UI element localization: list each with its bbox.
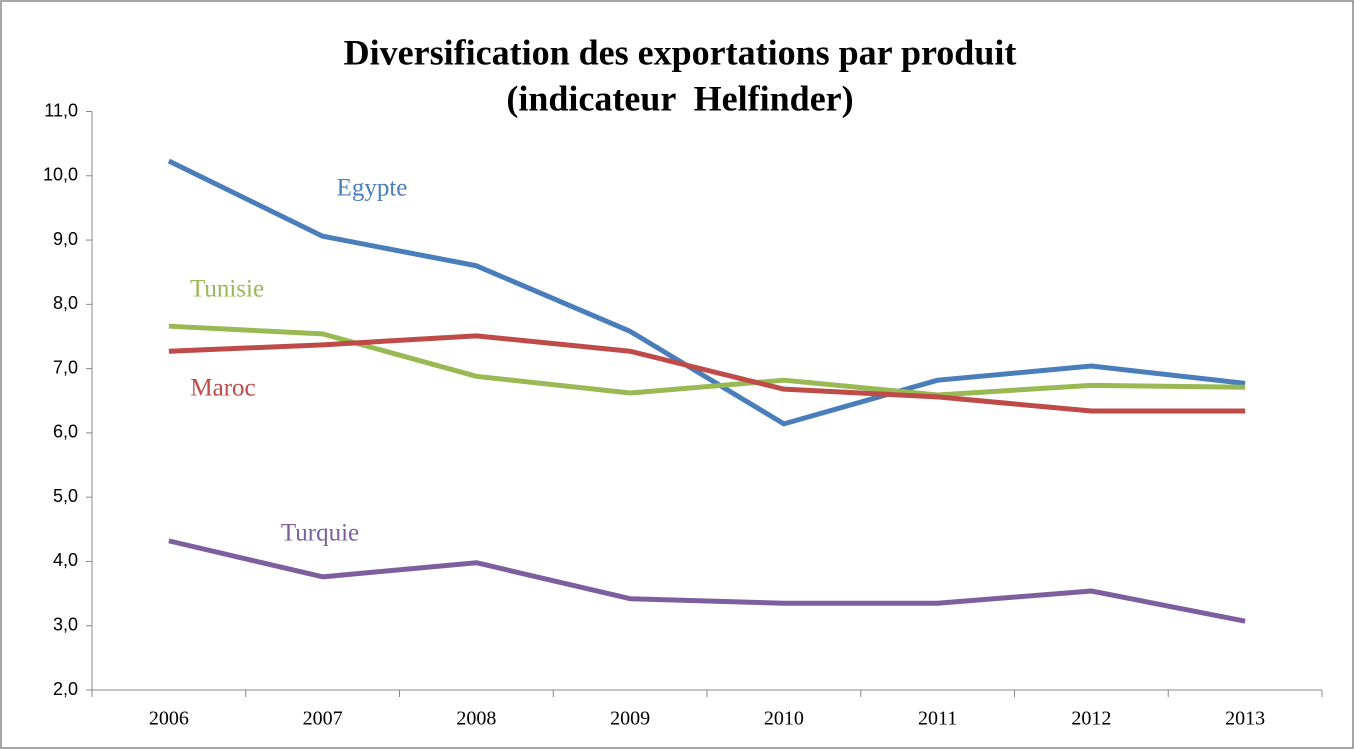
x-tick-label: 2006 bbox=[149, 708, 189, 730]
y-tick-label: 6,0 bbox=[53, 422, 78, 442]
x-tick-label: 2007 bbox=[303, 708, 343, 730]
y-tick-label: 9,0 bbox=[53, 229, 78, 249]
series-line bbox=[168, 333, 1246, 414]
y-tick-label: 10,0 bbox=[43, 165, 78, 185]
series-label: Egypte bbox=[337, 175, 408, 202]
y-tick-label: 3,0 bbox=[53, 614, 78, 634]
y-tick-label: 2,0 bbox=[53, 679, 78, 699]
y-tick-label: 4,0 bbox=[53, 550, 78, 570]
x-tick-label: 2012 bbox=[1071, 708, 1111, 730]
chart-title: (indicateur Helfinder) bbox=[506, 78, 853, 118]
x-tick-label: 2011 bbox=[918, 708, 957, 730]
y-tick-label: 7,0 bbox=[53, 357, 78, 377]
chart-title: Diversification des exportations par pro… bbox=[344, 32, 1017, 72]
x-tick-label: 2008 bbox=[456, 708, 496, 730]
y-tick-label: 8,0 bbox=[53, 293, 78, 313]
series-line bbox=[168, 538, 1246, 624]
x-tick-label: 2009 bbox=[610, 708, 650, 730]
y-tick-label: 11,0 bbox=[44, 100, 78, 120]
x-tick-label: 2013 bbox=[1225, 708, 1265, 730]
series-line bbox=[167, 158, 1246, 427]
series-label: Maroc bbox=[190, 375, 255, 402]
y-tick-label: 5,0 bbox=[53, 486, 78, 506]
series-label: Turquie bbox=[281, 520, 359, 547]
series-label: Tunisie bbox=[190, 276, 264, 303]
x-tick-label: 2010 bbox=[764, 708, 804, 730]
